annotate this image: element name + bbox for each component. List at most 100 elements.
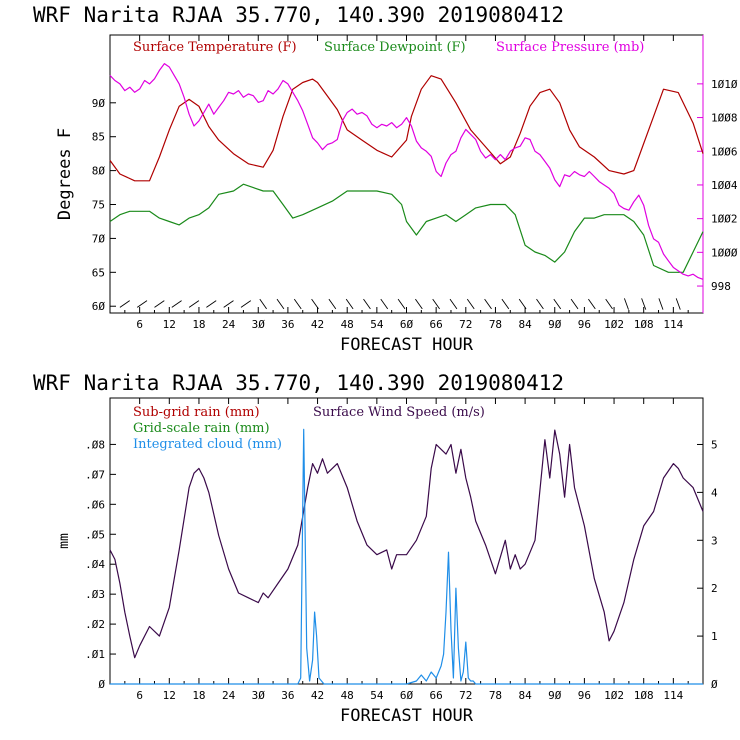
wind-barb [345, 298, 354, 310]
wind-barb [136, 300, 148, 308]
wind-barb [188, 300, 200, 308]
y2-tick-label: 3 [711, 534, 718, 547]
wind-barb [675, 298, 681, 310]
x-tick-label: 3Ø [252, 318, 266, 331]
y-tick-label: Ø [98, 678, 105, 691]
x-tick-label: 72 [459, 689, 472, 702]
legend-entry: Surface Temperature (F) [133, 40, 297, 55]
y2-tick-label: 1ØØ4 [711, 179, 738, 192]
x-tick-label: 72 [459, 318, 472, 331]
top-chart: WRF Narita RJAA 35.770, 140.390 20190804… [33, 3, 738, 355]
plot-frame [109, 34, 704, 314]
wind-barb [432, 298, 440, 310]
wind-barb [240, 300, 252, 308]
x-tick-label: 114 [663, 689, 683, 702]
x-tick-label: 36 [281, 318, 294, 331]
legend-entry: Surface Wind Speed (m/s) [313, 405, 485, 420]
x-tick-label: 1Ø8 [634, 689, 654, 702]
x-tick-label: 6Ø [400, 689, 414, 702]
wind-barb [119, 300, 130, 308]
y2-tick-label: 1Ø1Ø [711, 78, 738, 91]
y-tick-label: .Ø6 [85, 498, 105, 511]
x-tick-label: 42 [311, 689, 324, 702]
chart-title: WRF Narita RJAA 35.770, 140.390 20190804… [33, 3, 564, 27]
wind-barb [293, 298, 302, 310]
wind-barb [501, 298, 510, 310]
wind-barb [658, 298, 664, 310]
x-tick-label: 54 [370, 318, 384, 331]
x-tick-label: 3Ø [252, 689, 266, 702]
chart-title: WRF Narita RJAA 35.770, 140.390 20190804… [33, 371, 564, 395]
x-tick-label: 48 [341, 689, 354, 702]
wind-barb [415, 298, 423, 310]
y-axis-label: mm [57, 533, 72, 549]
legend-entry: Surface Dewpoint (F) [324, 40, 466, 55]
y-tick-label: .Ø2 [85, 618, 105, 631]
y-tick-label: 7Ø [92, 232, 106, 245]
x-tick-label: 84 [518, 318, 532, 331]
x-axis-label: FORECAST HOUR [340, 706, 474, 726]
y-tick-label: 75 [92, 199, 105, 212]
wind-barb [466, 298, 475, 310]
x-tick-label: 54 [370, 689, 384, 702]
x-tick-label: 9Ø [548, 318, 562, 331]
y2-tick-label: 1ØØØ [711, 246, 738, 259]
x-tick-label: 18 [192, 318, 205, 331]
x-tick-label: 42 [311, 318, 324, 331]
wind-barb [570, 298, 579, 310]
wind-barb [206, 300, 217, 308]
wind-barb [380, 298, 389, 310]
y-tick-label: .Ø4 [85, 558, 105, 571]
wind-barb [536, 298, 544, 310]
wind-barb [328, 298, 337, 310]
x-tick-label: 9Ø [548, 689, 562, 702]
wind-barb [276, 298, 285, 310]
bottom-chart: WRF Narita RJAA 35.770, 140.390 20190804… [33, 371, 718, 726]
x-tick-label: 96 [578, 318, 591, 331]
x-tick-label: 114 [663, 318, 683, 331]
x-tick-label: 1Ø2 [604, 689, 624, 702]
y-tick-label: .Ø1 [85, 648, 105, 661]
y2-tick-label: 5 [711, 438, 718, 451]
y2-tick-label: 1ØØ8 [711, 112, 738, 125]
y-tick-label: 9Ø [92, 97, 106, 110]
wind-barb [553, 298, 562, 310]
series-line-surface-temperature-f [109, 75, 704, 182]
wind-barb [623, 298, 629, 310]
y-tick-label: 6Ø [92, 300, 106, 313]
x-tick-label: 24 [222, 689, 236, 702]
wind-barb [484, 298, 492, 310]
x-tick-label: 1Ø2 [604, 318, 624, 331]
wind-barb [518, 298, 527, 310]
y-tick-label: 85 [92, 131, 105, 144]
wind-barb [259, 298, 267, 310]
x-tick-label: 6 [136, 318, 143, 331]
wind-barb [223, 300, 234, 308]
x-tick-label: 66 [430, 318, 443, 331]
x-tick-label: 24 [222, 318, 236, 331]
y2-tick-label: 1ØØ6 [711, 145, 738, 158]
y-tick-label: .Ø8 [85, 438, 105, 451]
x-tick-label: 48 [341, 318, 354, 331]
y2-tick-label: 998 [711, 280, 731, 293]
legend-entry: Grid-scale rain (mm) [133, 421, 270, 436]
wind-barb [154, 300, 165, 308]
y2-tick-label: 1 [711, 630, 718, 643]
y-tick-label: 8Ø [92, 165, 106, 178]
x-tick-label: 12 [163, 689, 176, 702]
wind-barb [171, 300, 182, 308]
y2-tick-label: Ø [711, 678, 718, 691]
x-tick-label: 96 [578, 689, 591, 702]
series-line-integrated-cloud-mm [110, 428, 703, 685]
wind-barb [641, 298, 647, 310]
legend-entry: Integrated cloud (mm) [133, 437, 282, 452]
x-tick-label: 84 [518, 689, 532, 702]
y-axis-label: Degrees F [55, 128, 75, 220]
y-tick-label: .Ø5 [85, 528, 105, 541]
x-tick-label: 1Ø8 [634, 318, 654, 331]
wind-barb [605, 298, 613, 310]
y2-tick-label: 4 [711, 486, 718, 499]
y2-tick-label: 1ØØ2 [711, 213, 738, 226]
x-tick-label: 78 [489, 689, 502, 702]
